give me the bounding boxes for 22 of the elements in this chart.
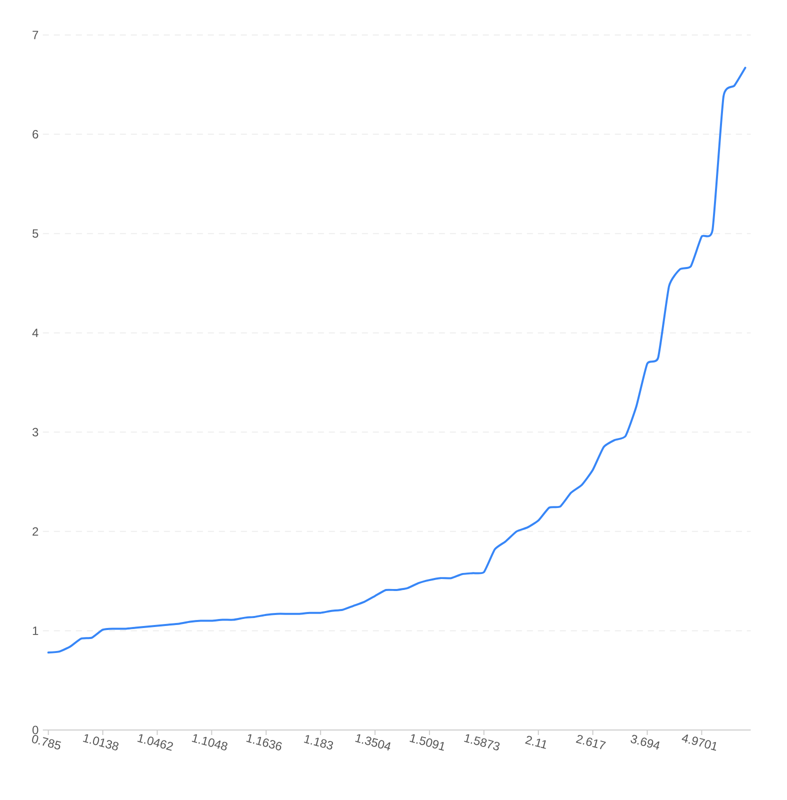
x-tick-label: 1.183 [304, 735, 334, 750]
y-tick-label: 3 [32, 428, 38, 436]
x-tick-label: 4.9701 [682, 734, 716, 751]
x-tick-label: 2.11 [525, 736, 546, 749]
x-tick-label: 1.5091 [410, 734, 444, 751]
x-tick-label: 1.1636 [246, 734, 282, 750]
x-tick-label: 0.785 [32, 734, 62, 750]
line-series [47, 66, 746, 654]
x-tick-label: 1.0462 [137, 734, 173, 751]
y-tick-label: 1 [32, 626, 38, 635]
x-tick-label: 2.617 [576, 734, 606, 750]
y-tick-label: 7 [32, 30, 38, 40]
y-tick-label: 6 [32, 130, 38, 139]
x-tick-label: 1.1048 [192, 734, 228, 750]
x-tick-label: 3.694 [630, 734, 660, 750]
x-tick-label: 1.3504 [355, 734, 390, 751]
y-tick-label: 2 [32, 527, 38, 536]
y-tick-label: 4 [32, 328, 38, 337]
x-tick-label: 1.0138 [82, 734, 119, 750]
x-tick-label: 1.5873 [464, 734, 500, 750]
y-tick-label: 0 [32, 726, 38, 734]
y-tick-label: 5 [32, 229, 38, 238]
